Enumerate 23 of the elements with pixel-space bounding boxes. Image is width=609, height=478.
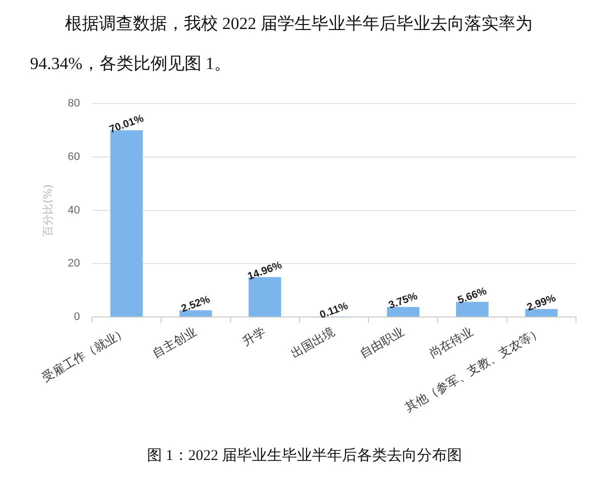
y-tick-label: 60 bbox=[68, 150, 80, 163]
bar bbox=[456, 302, 489, 316]
data-label: 5.66% bbox=[456, 286, 489, 307]
x-tick-label: 自主创业 bbox=[150, 324, 199, 361]
text: 图 1：2022 届毕业生毕业半年后各类去向分布图 bbox=[146, 446, 463, 465]
y-tick-label: 80 bbox=[68, 98, 80, 110]
y-tick-label: 40 bbox=[68, 204, 80, 216]
x-tick-label: 尚在待业 bbox=[426, 324, 476, 361]
data-label: 2.99% bbox=[526, 292, 558, 314]
bar bbox=[525, 309, 558, 316]
bar bbox=[386, 306, 420, 316]
y-axis-title: 百分比(%) bbox=[41, 184, 54, 236]
x-tick-label: 自由职业 bbox=[358, 324, 406, 361]
x-tick-label: 受雇工作（就业） bbox=[39, 324, 130, 385]
y-tick-label: 0 bbox=[74, 311, 80, 324]
y-tick-label: 20 bbox=[68, 258, 80, 270]
x-tick-label: 出国出境 bbox=[288, 324, 338, 361]
x-tick-label: 升学 bbox=[240, 324, 268, 349]
data-label: 0.11% bbox=[318, 300, 350, 322]
data-label: 2.52% bbox=[180, 294, 212, 315]
data-label: 3.75% bbox=[387, 290, 420, 312]
text: 根据调查数据，我校 2022 届学生毕业半年后毕业去向落实率为94.34%，各类比例见图 1。 bbox=[30, 14, 532, 73]
bar bbox=[179, 310, 212, 316]
